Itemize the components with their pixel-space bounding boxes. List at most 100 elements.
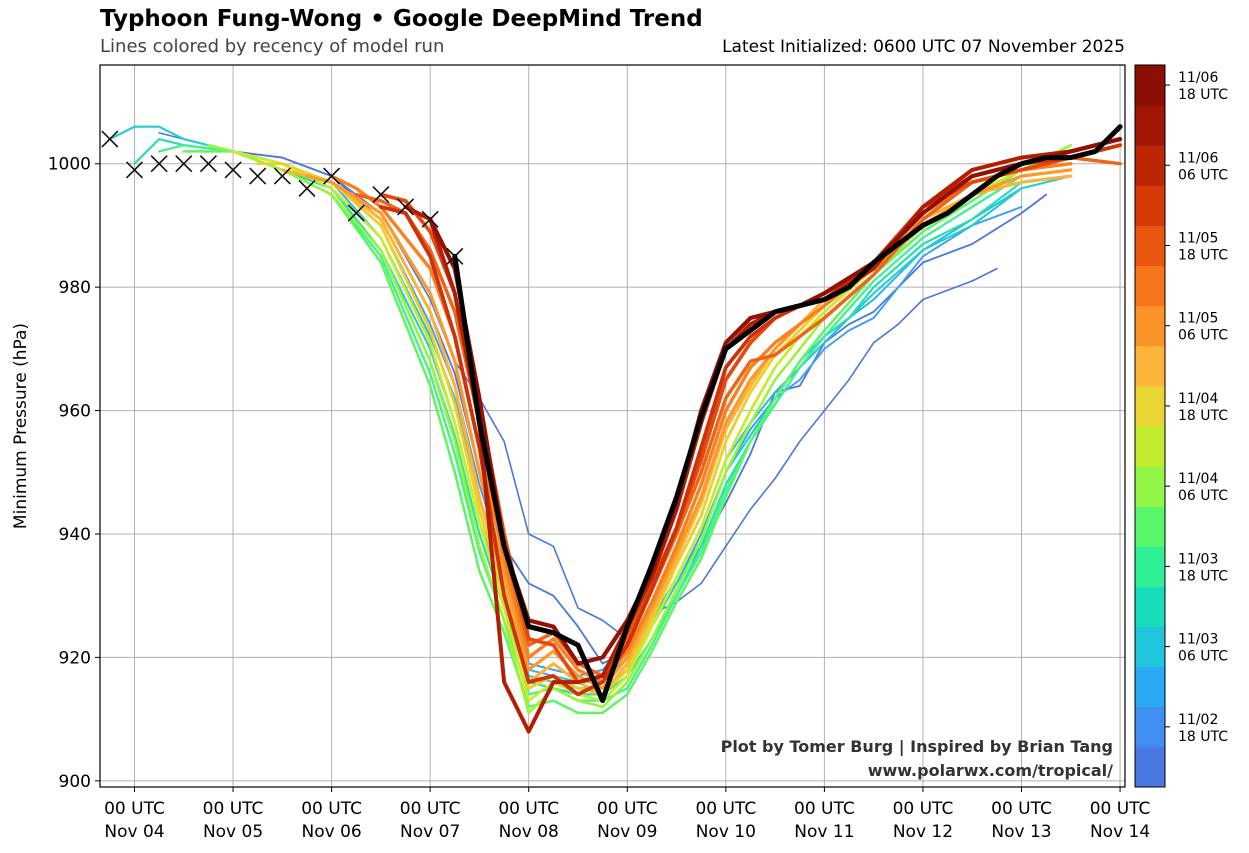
colorbar-label-date: 11/05 — [1178, 231, 1218, 247]
x-tick-label: 00 UTC — [203, 799, 264, 819]
marker-stroke — [199, 155, 217, 173]
colorbar-label-time: 18 UTC — [1178, 248, 1228, 264]
marker-stroke — [249, 167, 267, 185]
observed-markers — [101, 130, 464, 265]
credit-line-1: Plot by Tomer Burg | Inspired by Brian T… — [721, 737, 1113, 757]
marker-stroke — [347, 204, 365, 222]
x-tick-date: Nov 09 — [597, 822, 657, 842]
x-tick-date: Nov 08 — [499, 822, 559, 842]
colorbar-label-date: 11/06 — [1178, 150, 1218, 166]
series-line — [403, 137, 1123, 734]
marker-stroke — [298, 179, 316, 197]
colorbar-segment — [1135, 305, 1165, 347]
x-tick-date: Nov 05 — [203, 822, 263, 842]
colorbar-segment — [1135, 506, 1165, 547]
x-tick-label: 00 UTC — [498, 799, 559, 819]
x-tick-label: 00 UTC — [104, 799, 165, 819]
observed-marker — [396, 198, 415, 216]
colorbar-segment — [1135, 265, 1165, 307]
observed-marker — [224, 161, 242, 179]
y-axis-label: Minimum Pressure (hPa) — [11, 323, 31, 529]
colorbar-segment — [1135, 185, 1165, 226]
colorbar-frame — [1134, 64, 1166, 788]
x-tick-date: Nov 06 — [302, 822, 362, 842]
latest-initialized: Latest Initialized: 0600 UTC 07 November… — [722, 37, 1125, 57]
plot-frame — [99, 64, 1126, 788]
x-tick-label: 00 UTC — [1090, 799, 1151, 819]
observed-marker — [323, 167, 341, 185]
y-tick-label: 1000 — [48, 155, 91, 175]
marker-stroke — [372, 186, 390, 204]
series-line — [182, 150, 1073, 715]
chart-title: Typhoon Fung-Wong • Google DeepMind Tren… — [100, 6, 703, 32]
colorbar-segment — [1135, 586, 1165, 628]
series-line — [207, 144, 1023, 684]
colorbar-segment — [1135, 746, 1165, 788]
colorbar-segment — [1135, 466, 1165, 507]
colorbar-segment — [1135, 65, 1165, 106]
colorbar-label-date: 11/04 — [1178, 471, 1218, 487]
x-tick-label: 00 UTC — [893, 799, 954, 819]
series-line — [452, 124, 1123, 704]
colorbar-label-time: 06 UTC — [1178, 649, 1228, 665]
colorbar-label-date: 11/03 — [1178, 632, 1218, 648]
colorbar-label-time: 18 UTC — [1178, 729, 1228, 745]
marker-stroke — [224, 161, 242, 179]
x-tick-date: Nov 13 — [991, 822, 1051, 842]
marker-stroke — [446, 247, 464, 265]
series-line — [157, 144, 1023, 702]
colorbar-segment — [1135, 105, 1165, 146]
colorbar-segment — [1135, 666, 1165, 708]
observed-marker — [372, 186, 390, 204]
x-tick-label: 00 UTC — [301, 799, 362, 819]
colorbar-label-date: 11/02 — [1178, 712, 1218, 728]
x-tick-date: Nov 11 — [794, 822, 854, 842]
colorbar-label-date: 11/05 — [1178, 311, 1218, 327]
colorbar-label-time: 18 UTC — [1178, 568, 1228, 584]
y-tick-label: 960 — [59, 402, 91, 422]
marker-stroke — [101, 130, 119, 148]
observed-marker — [298, 179, 316, 197]
observed-marker — [101, 130, 119, 148]
observed-marker — [347, 204, 365, 222]
observed-marker — [125, 161, 144, 179]
x-tick-date: Nov 04 — [104, 822, 164, 842]
observed-marker — [199, 155, 217, 173]
colorbar-label-date: 11/06 — [1178, 70, 1218, 86]
marker-stroke — [175, 155, 193, 173]
y-tick-label: 980 — [59, 278, 91, 298]
observed-marker — [249, 167, 267, 185]
colorbar-segment — [1135, 546, 1165, 587]
colorbar-segment — [1135, 706, 1165, 748]
marker-stroke — [273, 167, 291, 185]
observed-marker — [446, 247, 464, 265]
marker-stroke — [396, 198, 415, 216]
colorbar-label-time: 18 UTC — [1178, 87, 1228, 103]
x-tick-date: Nov 10 — [696, 822, 756, 842]
x-tick-date: Nov 07 — [400, 822, 460, 842]
series-line — [133, 138, 1023, 696]
marker-stroke — [150, 155, 168, 173]
colorbar-segment — [1135, 145, 1165, 186]
y-tick-label: 900 — [59, 772, 91, 792]
y-tick-label: 920 — [59, 648, 91, 668]
colorbar-segment — [1135, 426, 1165, 467]
observed-marker — [421, 210, 439, 228]
x-tick-label: 00 UTC — [794, 799, 855, 819]
marker-stroke — [421, 210, 439, 228]
series-line — [305, 168, 1073, 690]
colorbar-label-time: 06 UTC — [1178, 167, 1228, 183]
x-tick-label: 00 UTC — [597, 799, 658, 819]
observed-marker — [273, 167, 291, 185]
colorbar-segment — [1135, 225, 1165, 267]
x-tick-date: Nov 12 — [893, 822, 953, 842]
colorbar-segment — [1135, 626, 1165, 668]
credit-line-2: www.polarwx.com/tropical/ — [868, 761, 1113, 780]
marker-stroke — [323, 167, 341, 185]
colorbar-label-time: 06 UTC — [1178, 488, 1228, 504]
colorbar-segment — [1135, 345, 1165, 387]
x-tick-label: 00 UTC — [991, 799, 1052, 819]
x-tick-label: 00 UTC — [695, 799, 756, 819]
